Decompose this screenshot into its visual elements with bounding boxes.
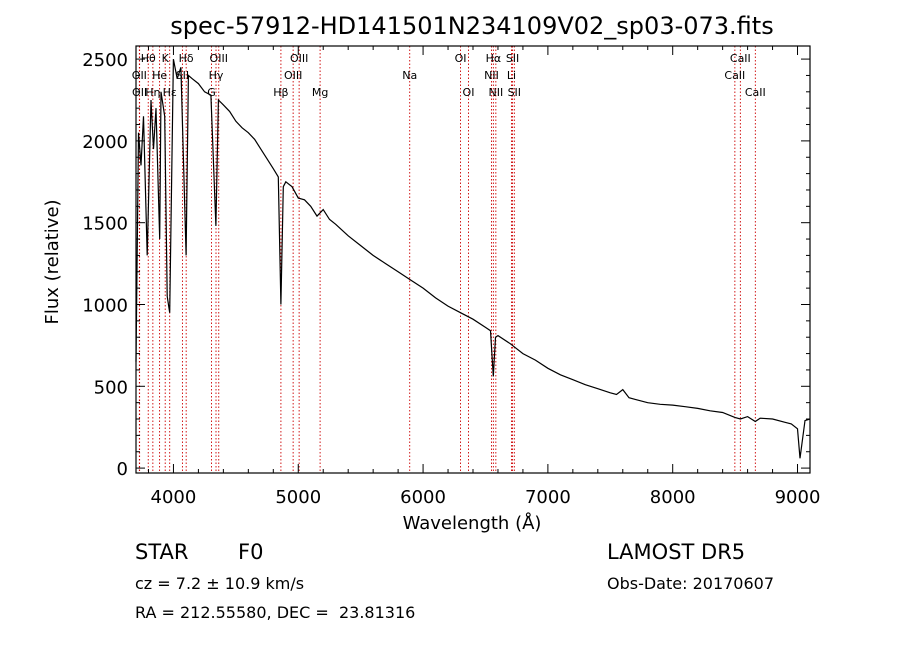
line-marker-label: Hδ (179, 52, 194, 65)
y-tick-label: 1000 (82, 295, 128, 316)
observation-date: Obs-Date: 20170607 (607, 574, 775, 593)
line-marker-label: He (152, 69, 167, 82)
x-axis-ticks: 4000 5000 6000 7000 8000 9000 (147, 46, 821, 508)
plot-frame (135, 45, 811, 474)
y-axis-label: Flux (relative) (42, 199, 63, 324)
line-marker-label: NII (484, 69, 499, 82)
line-marker-label: Li (507, 69, 516, 82)
y-tick-label: 0 (117, 459, 128, 480)
line-marker-label: Mg (312, 86, 328, 99)
spectral-line-markers (138, 46, 756, 473)
x-tick-label: 5000 (275, 487, 321, 508)
y-tick-label: 2500 (82, 50, 128, 71)
line-marker-label: Hβ (273, 86, 288, 99)
line-marker-label: Hε (163, 86, 177, 99)
line-marker-label: CaII (730, 52, 751, 65)
x-tick-label: 9000 (775, 487, 821, 508)
line-marker-label: SII (508, 86, 521, 99)
line-marker-label: OI (455, 52, 467, 65)
spectrum-line (135, 58, 811, 459)
line-marker-label: OI (463, 86, 475, 99)
x-tick-label: 8000 (650, 487, 696, 508)
object-subclass: F0 (238, 540, 264, 564)
line-marker-label: CaII (745, 86, 766, 99)
line-marker-label: Na (402, 69, 417, 82)
line-marker-label: G (207, 86, 216, 99)
y-axis-ticks: 0 500 1000 1500 2000 2500 (82, 50, 810, 480)
line-marker-label: K (162, 52, 170, 65)
coordinates: RA = 212.55580, DEC = 23.81316 (135, 603, 416, 622)
line-marker-label: SII (506, 52, 519, 65)
line-marker-label: CaII (724, 69, 745, 82)
y-tick-label: 2000 (82, 132, 128, 153)
line-marker-label: Hθ (141, 52, 156, 65)
survey-name: LAMOST DR5 (607, 540, 746, 564)
line-marker-label: Hη (145, 86, 160, 99)
y-tick-label: 1500 (82, 214, 128, 235)
line-marker-label: Hγ (209, 69, 224, 82)
line-marker-label: OIII (284, 69, 302, 82)
object-class: STAR (135, 540, 189, 564)
chart-title: spec-57912-HD141501N234109V02_sp03-073.f… (170, 12, 773, 40)
x-axis-label: Wavelength (Å) (403, 512, 542, 534)
line-marker-label: Hα (486, 52, 502, 65)
y-tick-label: 500 (94, 377, 128, 398)
x-tick-label: 6000 (400, 487, 446, 508)
line-marker-label: NII (488, 86, 503, 99)
line-marker-label: OIII (210, 52, 228, 65)
line-marker-label: OIII (290, 52, 308, 65)
redshift-velocity: cz = 7.2 ± 10.9 km/s (135, 574, 305, 593)
x-tick-label: 7000 (525, 487, 571, 508)
x-tick-label: 4000 (151, 487, 197, 508)
